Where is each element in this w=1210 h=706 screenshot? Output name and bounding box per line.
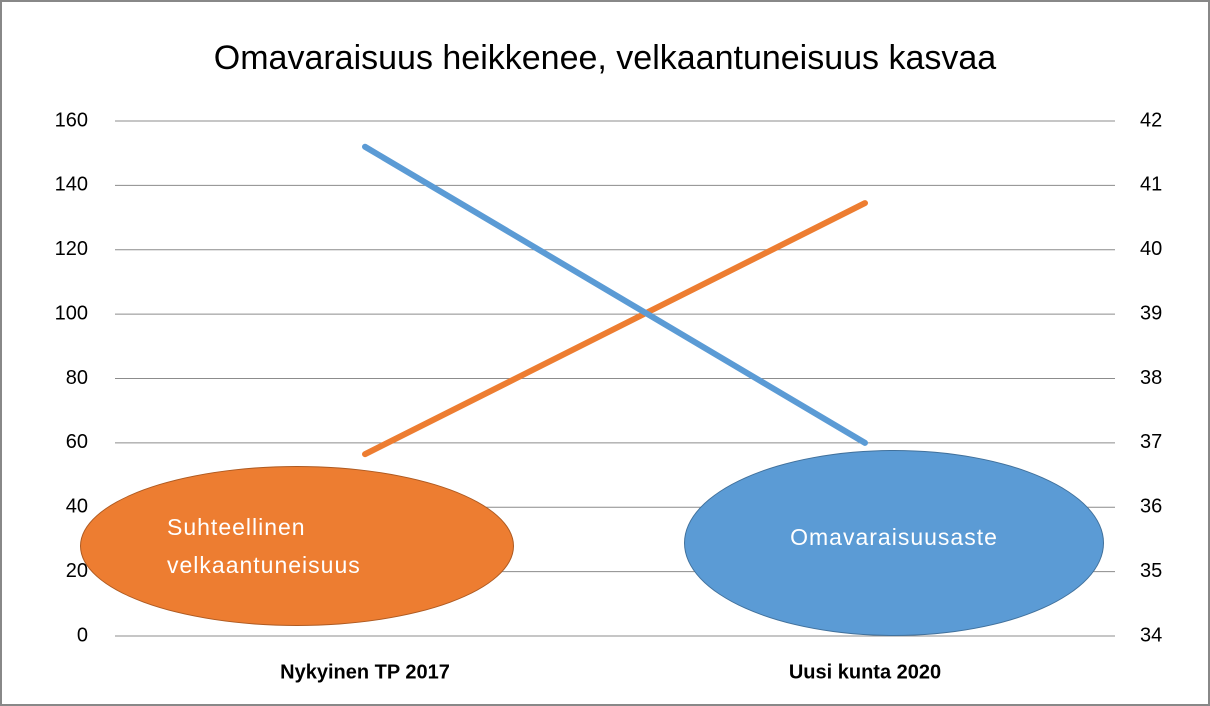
y-tick-label: 60 (66, 431, 88, 453)
y2-tick-label: 39 (1140, 302, 1162, 324)
y-tick-label: 20 (66, 560, 88, 582)
y2-tick-label: 34 (1140, 624, 1162, 646)
series-label: Suhteellinen velkaantuneisuus (80, 466, 514, 626)
series-line (362, 143, 868, 446)
x-tick-label: Uusi kunta 2020 (789, 661, 941, 683)
y-tick-label: 140 (55, 174, 88, 196)
y2-tick-label: 35 (1140, 560, 1162, 582)
y-tick-label: 160 (55, 109, 88, 131)
y-tick-label: 120 (55, 238, 88, 260)
series-line (362, 200, 868, 458)
y2-tick-label: 36 (1140, 496, 1162, 518)
chart-title: Omavaraisuus heikkenee, velkaantuneisuus… (214, 39, 997, 77)
series-label: Omavaraisuusaste (684, 450, 1104, 636)
y2-tick-label: 40 (1140, 238, 1162, 260)
y2-tick-label: 41 (1140, 174, 1162, 196)
y-tick-label: 40 (66, 496, 88, 518)
x-tick-label: Nykyinen TP 2017 (280, 661, 450, 683)
y2-tick-label: 42 (1140, 109, 1162, 131)
y2-tick-label: 38 (1140, 367, 1162, 389)
y-tick-label: 100 (55, 302, 88, 324)
y-tick-label: 0 (77, 624, 88, 646)
y-tick-label: 80 (66, 367, 88, 389)
y2-tick-label: 37 (1140, 431, 1162, 453)
